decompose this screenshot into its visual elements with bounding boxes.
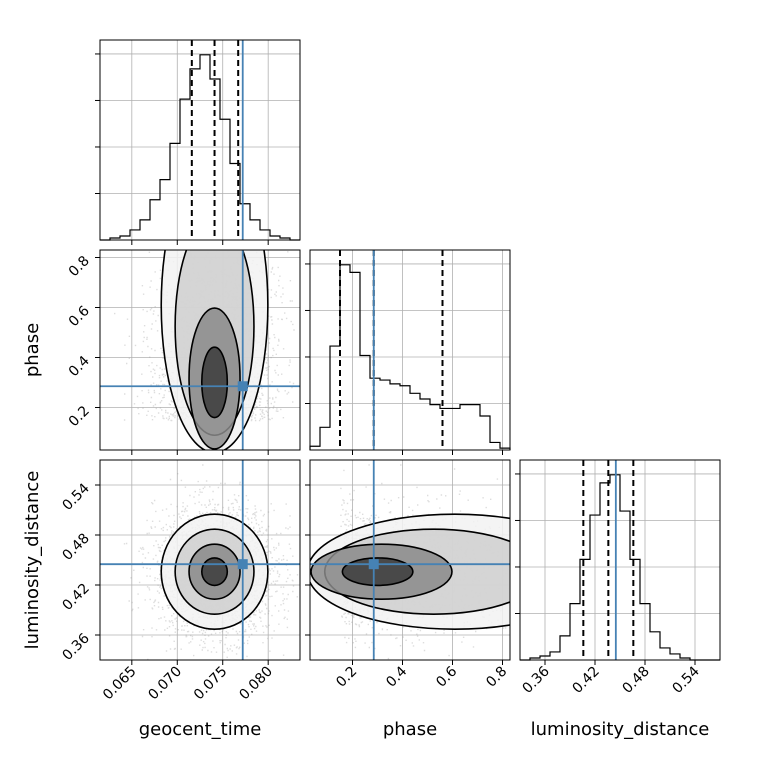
scatter-panel-phase-luminosity_distance: 0.2 0.4 0.6 0.8	[305, 459, 511, 691]
posterior-samples	[123, 464, 299, 660]
y-tick-label: 0.4	[66, 353, 93, 380]
x-axis-label-phase: phase	[383, 719, 437, 740]
truth-marker	[368, 559, 379, 570]
x-tick-label: 0.48	[619, 664, 652, 697]
histogram-geocent_time	[100, 54, 300, 241]
scatter-panel-geocent_time-luminosity_distance: 0.065 0.070 0.075 0.080 0.36 0.42 0.48 0.54	[59, 459, 301, 704]
x-tick-label: 0.2	[333, 664, 360, 691]
scatter-panel-geocent_time-phase: 0.2 0.4 0.6 0.8	[66, 249, 301, 455]
density-contour-3	[200, 346, 229, 419]
y-tick-label: 0.2	[66, 403, 93, 430]
hist-panel-phase	[305, 249, 511, 455]
x-tick-label: 0.6	[433, 663, 460, 690]
panel-frame	[309, 249, 511, 451]
hist-panel-luminosity_distance: 0.36 0.42 0.48 0.54	[515, 459, 721, 697]
panel-frame	[519, 459, 721, 661]
x-axis-label-geocent_time: geocent_time	[139, 719, 262, 740]
density-contour-3	[200, 557, 229, 587]
hist-panel-geocent_time	[95, 39, 301, 245]
panel-frame	[99, 249, 301, 451]
x-tick-label: 0.8	[483, 664, 510, 691]
y-tick-label: 0.8	[66, 253, 93, 280]
x-tick-label: 0.065	[100, 664, 140, 704]
y-axis-label-luminosity_distance: luminosity_distance	[22, 471, 43, 650]
x-tick-label: 0.070	[145, 664, 185, 704]
x-tick-label: 0.42	[569, 664, 602, 697]
y-tick-label: 0.6	[66, 303, 93, 330]
x-tick-label: 0.075	[191, 664, 231, 704]
x-axis-label-luminosity_distance: luminosity_distance	[531, 719, 710, 740]
y-tick-label: 0.48	[59, 531, 92, 564]
x-tick-label: 0.4	[383, 663, 410, 690]
y-tick-label: 0.54	[59, 480, 92, 513]
histogram-luminosity_distance	[520, 474, 720, 661]
x-tick-label: 0.54	[669, 663, 702, 696]
panel-frame	[99, 459, 301, 661]
x-tick-label: 0.36	[519, 663, 552, 696]
y-tick-label: 0.42	[59, 581, 92, 614]
truth-marker	[237, 559, 248, 570]
y-axis-label-phase: phase	[22, 323, 43, 377]
x-tick-label: 0.080	[236, 664, 276, 704]
y-tick-label: 0.36	[59, 630, 92, 663]
truth-marker	[237, 381, 248, 392]
panel-frame	[309, 459, 511, 661]
panel-frame	[99, 39, 301, 241]
